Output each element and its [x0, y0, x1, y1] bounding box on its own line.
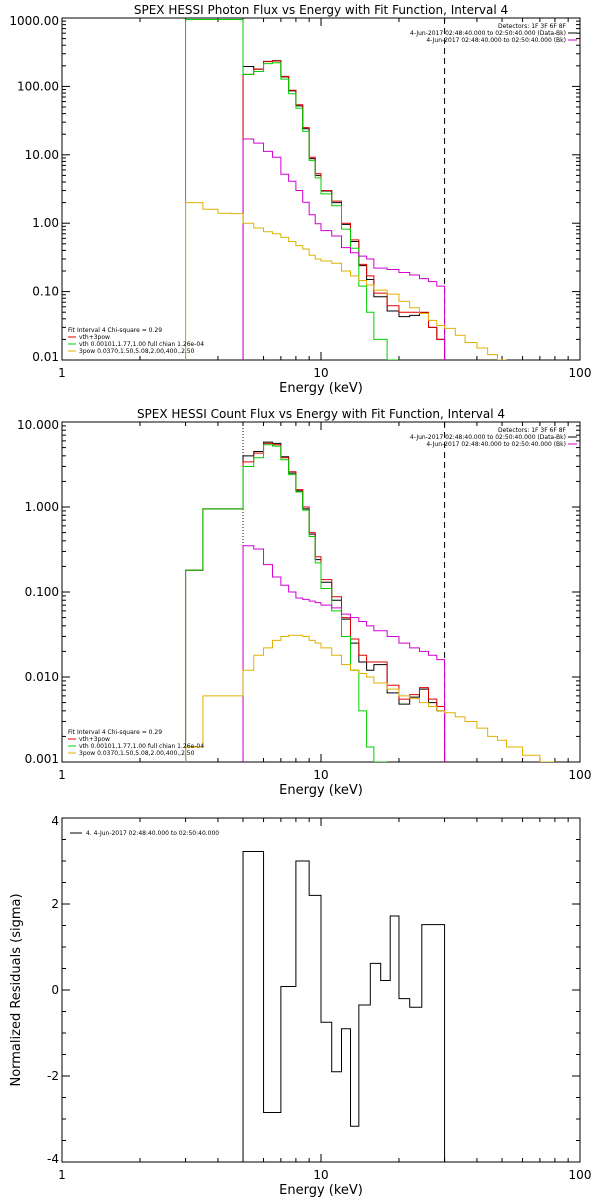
photon-flux-header-line: Detectors: 1F 3F 6F 8F	[498, 23, 567, 30]
count-flux-ytick-label: 0.100	[25, 585, 59, 599]
residuals-ytick-label: 4	[51, 814, 59, 828]
count-flux-legend-entry: 3pow 0.0370,1.50,5.08,2.00,400.,2.50	[79, 750, 195, 757]
photon-flux-ytick-label: 0.01	[32, 350, 59, 364]
count-flux-chart: SPEX HESSI Count Flux vs Energy with Fit…	[17, 407, 591, 798]
photon-flux-ytick-label: 1.00	[32, 216, 59, 230]
residuals-xtick-label: 1	[58, 1168, 66, 1182]
residuals-ytick-label: 0	[51, 983, 59, 997]
photon-flux-legend-entry: vth+3pow	[79, 334, 110, 341]
residuals-chart: 1 10 100 Energy (keV) -4 -2 0 2 4 Normalized Resi…	[9, 814, 591, 1198]
residuals-xtick-label: 10	[313, 1168, 328, 1182]
count-flux-series-group	[185, 441, 555, 762]
count-flux-xtick-label: 1	[58, 768, 66, 782]
photon-flux-chart: SPEX HESSI Photon Flux vs Energy with Fi…	[9, 3, 591, 396]
count-flux-ytick-label: 10.000	[17, 418, 59, 432]
count-flux-xtick-label: 100	[569, 768, 592, 782]
count-flux-ytick-label: 0.001	[25, 752, 59, 766]
photon-flux-xtick-label: 100	[569, 366, 592, 380]
photon-flux-ytick-label: 10.00	[25, 148, 59, 162]
photon-flux-legend-entry: Fit Interval 4 Chi-square = 0.29	[68, 327, 162, 334]
photon-flux-series-2-line	[185, 19, 399, 360]
photon-flux-ytick-label: 0.10	[32, 285, 59, 299]
photon-flux-title: SPEX HESSI Photon Flux vs Energy with Fi…	[134, 3, 508, 17]
residuals-xtick-label: 100	[569, 1168, 592, 1182]
residuals-legend-entry: 4. 4-Jun-2017 02:48:40.000 to 02:50:40.0…	[86, 830, 219, 837]
count-flux-ytick-label: 1.000	[25, 500, 59, 514]
count-flux-header-line: 4-Jun-2017 02:48:40.000 to 02:50:40.000 …	[426, 441, 566, 448]
photon-flux-series-4-line	[185, 202, 507, 360]
residuals-series-0-line	[242, 851, 446, 1162]
count-flux-legend-entry: Fit Interval 4 Chi-square = 0.29	[68, 729, 162, 736]
photon-flux-ytick-label: 1000.00	[9, 14, 59, 28]
photon-flux-xtick-label: 10	[313, 366, 328, 380]
count-flux-title: SPEX HESSI Count Flux vs Energy with Fit…	[137, 407, 505, 421]
photon-flux-legend-entry: 3pow 0.0370,1.50,5.08,2.00,400.,2.50	[79, 348, 195, 355]
photon-flux-ytick-label: 100.00	[17, 79, 59, 93]
count-flux-series-3-line	[242, 545, 446, 762]
residuals-ylabel: Normalized Residuals (sigma)	[9, 893, 24, 1086]
count-flux-legend-entry: vth+3pow	[79, 736, 110, 743]
count-flux-header-line: Detectors: 1F 3F 6F 8F	[498, 427, 567, 434]
residuals-ytick-label: -2	[47, 1069, 59, 1083]
count-flux-ytick-label: 0.010	[25, 670, 59, 684]
photon-flux-series-3-line	[242, 138, 446, 360]
photon-flux-series-group	[185, 19, 507, 360]
photon-flux-legend-entry: vth 0.00101,1.77,1.00 full chian 1.26e-0…	[79, 341, 204, 348]
count-flux-xlabel: Energy (keV)	[279, 783, 363, 798]
photon-flux-header-line: 4-Jun-2017 02:48:40.000 to 02:50:40.000 …	[410, 30, 566, 37]
residuals-series-group	[242, 851, 446, 1162]
residuals-xlabel: Energy (keV)	[279, 1183, 363, 1198]
photon-flux-xlabel: Energy (keV)	[279, 381, 363, 396]
count-flux-legend-entry: vth 0.00101,1.77,1.00 full chian 1.26e-0…	[79, 743, 204, 750]
residuals-ytick-label: 2	[51, 897, 59, 911]
count-flux-series-4-line	[185, 634, 555, 762]
count-flux-header-line: 4-Jun-2017 02:48:40.000 to 02:50:40.000 …	[410, 434, 566, 441]
count-flux-xtick-label: 10	[313, 768, 328, 782]
residuals-ytick-label: -4	[47, 1152, 59, 1166]
photon-flux-xtick-label: 1	[58, 366, 66, 380]
photon-flux-header-line: 4-Jun-2017 02:48:40.000 to 02:50:40.000 …	[426, 37, 566, 44]
